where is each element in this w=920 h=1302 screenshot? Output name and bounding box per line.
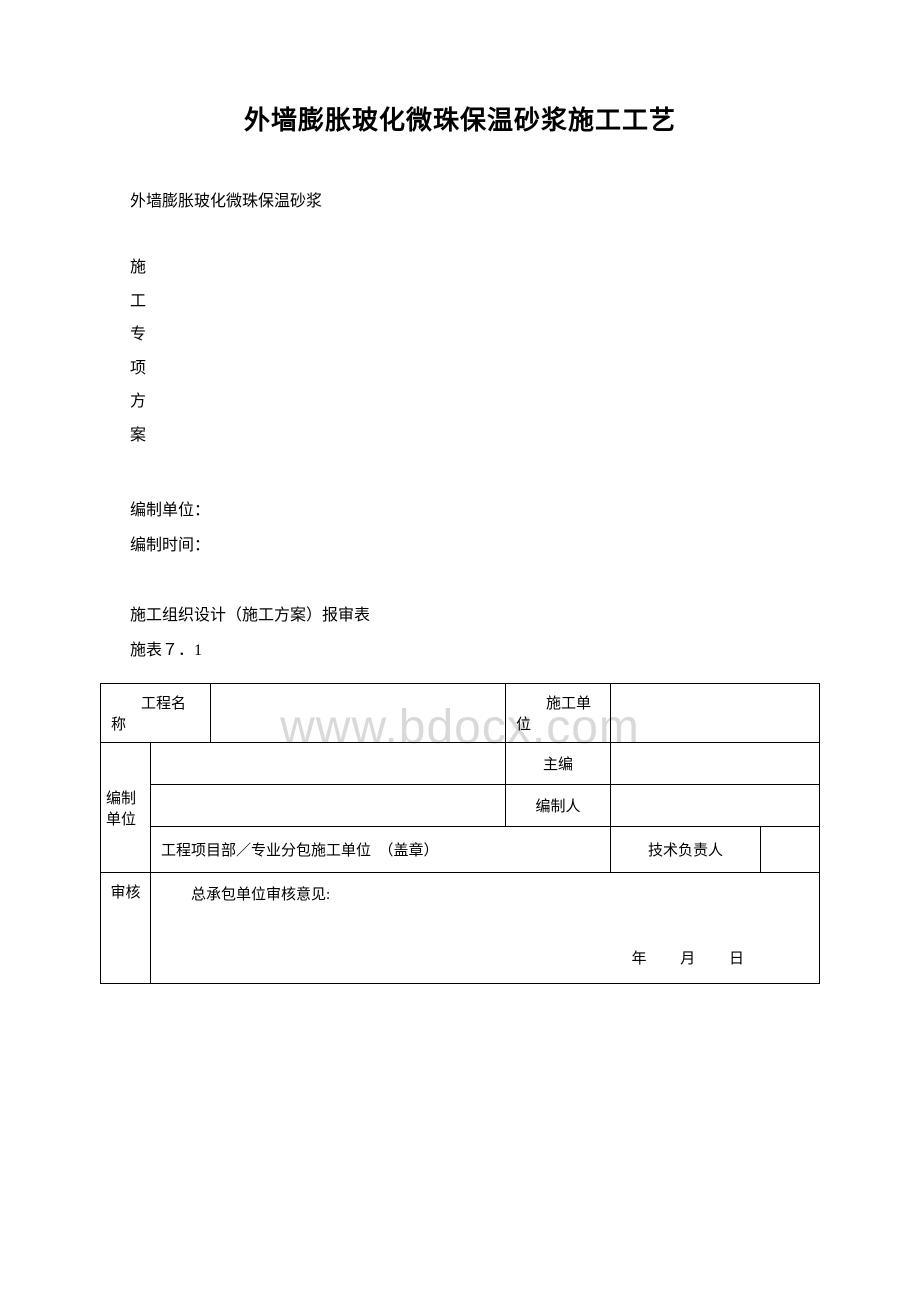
vertical-char-2: 工 [130, 285, 820, 319]
table-row: 工程项目部／专业分包施工单位 （盖章） 技术负责人 [151, 827, 819, 872]
prepared-time-label: 编制时间： [130, 528, 820, 563]
table-row: 审核 总承包单位审核意见: 年 月 日 [101, 873, 819, 983]
document-title: 外墙膨胀玻化微珠保温砂浆施工工艺 [100, 100, 820, 137]
table-row: 编制单位 主编 编制人 工程项目部／专业分包施工单位 （盖章） [101, 743, 819, 873]
stamp-label: 工程项目部／专业分包施工单位 （盖章） [151, 827, 611, 872]
chief-editor-sign [611, 743, 819, 784]
table-row: 工程名称 施工单位 [101, 684, 819, 743]
preparation-unit-details: 主编 编制人 工程项目部／专业分包施工单位 （盖章） 技术负责人 [151, 743, 819, 872]
day-label: 日 [729, 951, 744, 967]
vertical-char-6: 案 [130, 419, 820, 453]
construction-unit-label: 施工单位 [506, 684, 611, 742]
chief-editor-label: 主编 [506, 743, 611, 784]
project-name-label: 工程名称 [101, 684, 211, 742]
table-number: 施表７．1 [130, 633, 820, 668]
tech-lead-label: 技术负责人 [611, 827, 761, 872]
chief-editor-value [151, 743, 506, 784]
table-row: 主编 [151, 743, 819, 785]
vertical-char-4: 项 [130, 352, 820, 386]
review-form-heading: 施工组织设计（施工方案）报审表 [130, 598, 820, 633]
vertical-char-1: 施 [130, 251, 820, 285]
preparation-unit-label: 编制单位 [101, 743, 151, 872]
month-label: 月 [680, 951, 695, 967]
date-line: 年 月 日 [161, 947, 809, 968]
year-label: 年 [631, 951, 646, 967]
document-subtitle: 外墙膨胀玻化微珠保温砂浆 [130, 187, 820, 211]
editor-sign [611, 785, 819, 826]
editor-value [151, 785, 506, 826]
editor-label: 编制人 [506, 785, 611, 826]
review-label: 审核 [101, 873, 151, 983]
review-table: 工程名称 施工单位 编制单位 主编 编制人 [100, 683, 820, 984]
vertical-heading: 施 工 专 项 方 案 [130, 251, 820, 453]
vertical-char-5: 方 [130, 385, 820, 419]
project-name-value [211, 684, 506, 742]
review-opinion-cell: 总承包单位审核意见: 年 月 日 [151, 873, 819, 983]
table-row: 编制人 [151, 785, 819, 827]
vertical-char-3: 专 [130, 318, 820, 352]
tech-lead-value [761, 827, 819, 872]
prepared-by-label: 编制单位： [130, 493, 820, 528]
construction-unit-value [611, 684, 819, 742]
opinion-heading: 总承包单位审核意见: [161, 883, 809, 904]
